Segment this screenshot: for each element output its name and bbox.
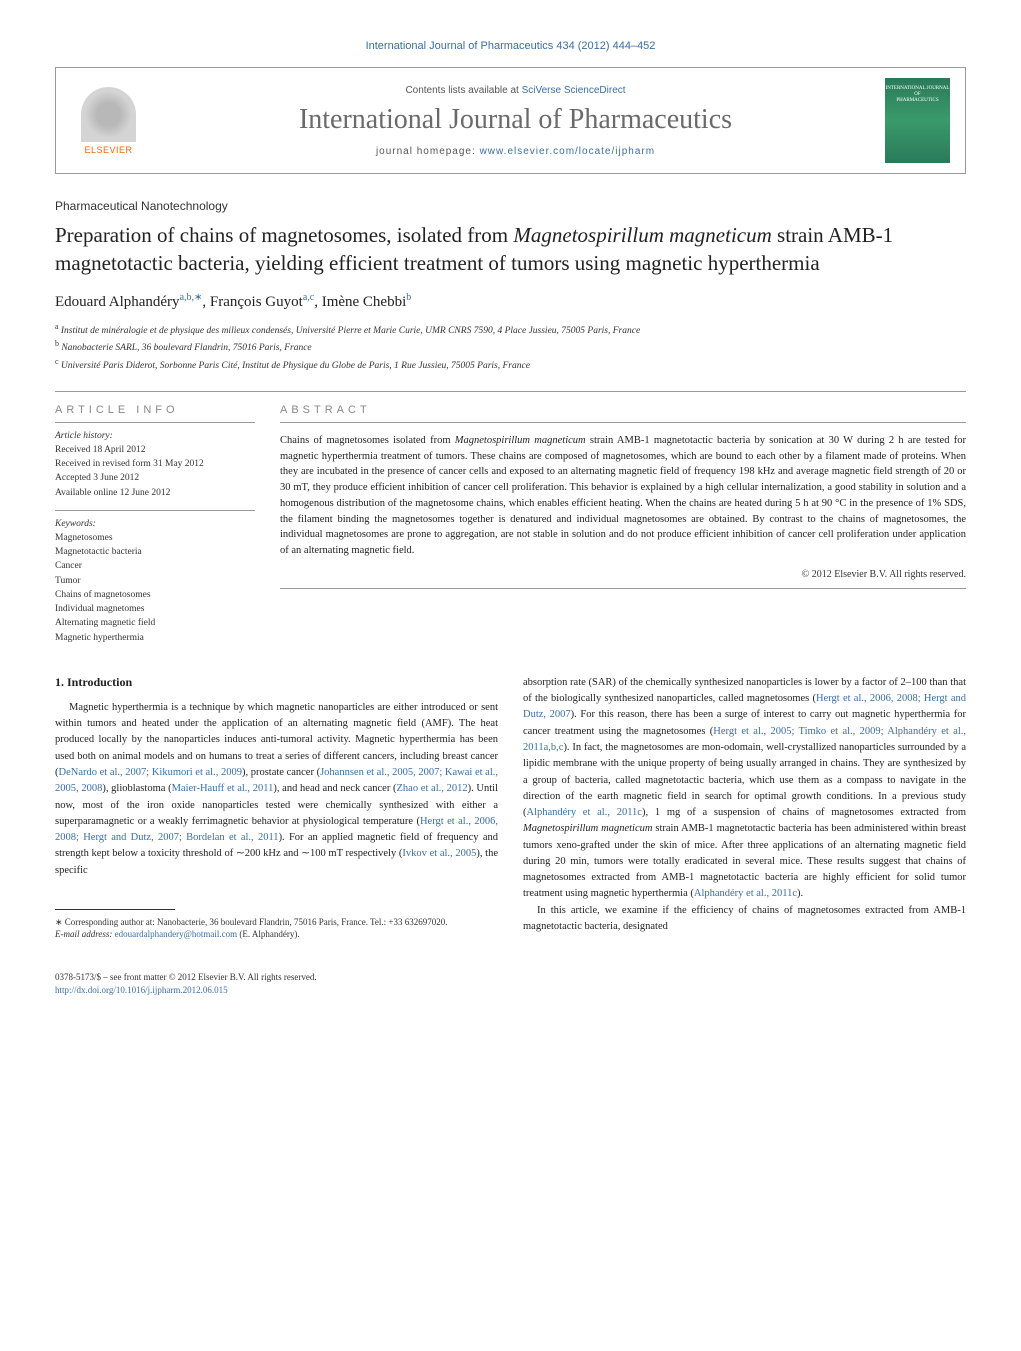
journal-header: ELSEVIER Contents lists available at Sci…: [55, 67, 966, 174]
article-info-column: ARTICLE INFO Article history: Received 1…: [55, 404, 255, 645]
author-1-sup: a,b,∗: [180, 292, 203, 303]
journal-name: International Journal of Pharmaceutics: [146, 104, 885, 136]
info-abstract-row: ARTICLE INFO Article history: Received 1…: [55, 404, 966, 645]
abstract-bottom-divider: [280, 588, 966, 589]
author-2-sup: a,c: [303, 292, 314, 303]
ref-link-10[interactable]: Alphandéry et al., 2011c: [694, 888, 797, 899]
abs-p1: Chains of magnetosomes isolated from: [280, 435, 455, 446]
bottom-info: 0378-5173/$ – see front matter © 2012 El…: [55, 971, 966, 996]
right-column: absorption rate (SAR) of the chemically …: [523, 675, 966, 941]
c2f: ).: [797, 888, 803, 899]
email-suffix: (E. Alphandéry).: [237, 929, 299, 939]
authors: Edouard Alphandérya,b,∗, François Guyota…: [55, 292, 966, 311]
cover-text-2: PHARMACEUTICS: [896, 98, 938, 104]
elsevier-logo: ELSEVIER: [71, 81, 146, 161]
info-divider: [55, 422, 255, 423]
c2-italic: Magnetospirillum magneticum: [523, 823, 652, 834]
email-footnote: E-mail address: edouardalphandery@hotmai…: [55, 928, 498, 941]
history-line-1: Received in revised form 31 May 2012: [55, 457, 255, 471]
abstract-heading: ABSTRACT: [280, 404, 966, 416]
keyword-7: Magnetic hyperthermia: [55, 631, 255, 645]
issn-line: 0378-5173/$ – see front matter © 2012 El…: [55, 972, 317, 982]
history-line-2: Accepted 3 June 2012: [55, 471, 255, 485]
author-1: Edouard Alphandéry: [55, 294, 180, 310]
keyword-2: Cancer: [55, 559, 255, 573]
sciencedirect-link[interactable]: SciVerse ScienceDirect: [522, 85, 626, 96]
author-3: Imène Chebbi: [322, 294, 407, 310]
abstract-column: ABSTRACT Chains of magnetosomes isolated…: [280, 404, 966, 645]
footnote-divider: [55, 909, 175, 910]
top-citation: International Journal of Pharmaceutics 4…: [55, 40, 966, 52]
ref-link-6[interactable]: Ivkov et al., 2005: [402, 848, 476, 859]
intro-col1-p1: Magnetic hyperthermia is a technique by …: [55, 700, 498, 879]
abstract-copyright: © 2012 Elsevier B.V. All rights reserved…: [280, 569, 966, 580]
abs-p2: strain AMB-1 magnetotactic bacteria by s…: [280, 435, 966, 556]
divider: [55, 391, 966, 392]
cover-text-1: INTERNATIONAL JOURNAL OF: [885, 86, 950, 98]
keyword-1: Magnetotactic bacteria: [55, 545, 255, 559]
elsevier-tree-icon: [81, 87, 136, 142]
homepage-link[interactable]: www.elsevier.com/locate/ijpharm: [480, 146, 656, 157]
left-column: 1. Introduction Magnetic hyperthermia is…: [55, 675, 498, 941]
abs-italic: Magnetospirillum magneticum: [455, 435, 586, 446]
history-label: Article history:: [55, 431, 255, 441]
c2d: ), 1 mg of a suspension of chains of mag…: [642, 807, 966, 818]
affiliation-a: Institut de minéralogie et de physique d…: [61, 326, 640, 336]
abstract-divider: [280, 422, 966, 423]
affiliation-b: Nanobacterie SARL, 36 boulevard Flandrin…: [61, 343, 311, 353]
intro-col2-p1: absorption rate (SAR) of the chemically …: [523, 675, 966, 903]
keyword-3: Tumor: [55, 574, 255, 588]
email-link[interactable]: edouardalphandery@hotmail.com: [115, 929, 238, 939]
abstract-text: Chains of magnetosomes isolated from Mag…: [280, 433, 966, 559]
corresponding-author: ∗ Corresponding author at: Nanobacterie,…: [55, 916, 498, 929]
elsevier-label: ELSEVIER: [84, 145, 132, 155]
keyword-6: Alternating magnetic field: [55, 616, 255, 630]
keyword-5: Individual magnetomes: [55, 602, 255, 616]
keyword-4: Chains of magnetosomes: [55, 588, 255, 602]
title-italic: Magnetospirillum magneticum: [513, 223, 771, 247]
ref-link-3[interactable]: Maier-Hauff et al., 2011: [172, 783, 274, 794]
title-part1: Preparation of chains of magnetosomes, i…: [55, 223, 513, 247]
keyword-0: Magnetosomes: [55, 531, 255, 545]
body-columns: 1. Introduction Magnetic hyperthermia is…: [55, 675, 966, 941]
homepage-line: journal homepage: www.elsevier.com/locat…: [146, 146, 885, 157]
homepage-prefix: journal homepage:: [376, 146, 480, 157]
header-center: Contents lists available at SciVerse Sci…: [146, 85, 885, 157]
affiliation-c: Université Paris Diderot, Sorbonne Paris…: [61, 361, 530, 371]
keywords-block: Keywords: Magnetosomes Magnetotactic bac…: [55, 519, 255, 645]
author-3-sup: b: [406, 292, 411, 303]
contents-prefix: Contents lists available at: [405, 85, 521, 96]
info-divider-2: [55, 510, 255, 511]
ref-link-4[interactable]: Zhao et al., 2012: [397, 783, 468, 794]
c1d: ), and head and neck cancer (: [273, 783, 396, 794]
journal-cover-thumbnail: INTERNATIONAL JOURNAL OF PHARMACEUTICS: [885, 78, 950, 163]
intro-col2-p2: In this article, we examine if the effic…: [523, 903, 966, 936]
keywords-label: Keywords:: [55, 519, 255, 529]
email-label: E-mail address:: [55, 929, 115, 939]
author-2: François Guyot: [210, 294, 303, 310]
c1b: ), prostate cancer (: [242, 767, 320, 778]
article-title: Preparation of chains of magnetosomes, i…: [55, 221, 966, 278]
contents-line: Contents lists available at SciVerse Sci…: [146, 85, 885, 96]
ref-link-1[interactable]: DeNardo et al., 2007; Kikumori et al., 2…: [59, 767, 242, 778]
doi-link[interactable]: http://dx.doi.org/10.1016/j.ijpharm.2012…: [55, 985, 228, 995]
history-line-3: Available online 12 June 2012: [55, 486, 255, 500]
ref-link-9[interactable]: Alphandéry et al., 2011c: [527, 807, 642, 818]
intro-heading: 1. Introduction: [55, 675, 498, 690]
c1c: ), glioblastoma (: [102, 783, 171, 794]
history-line-0: Received 18 April 2012: [55, 443, 255, 457]
article-info-heading: ARTICLE INFO: [55, 404, 255, 416]
affiliations: a Institut de minéralogie et de physique…: [55, 321, 966, 373]
section-label: Pharmaceutical Nanotechnology: [55, 199, 966, 213]
